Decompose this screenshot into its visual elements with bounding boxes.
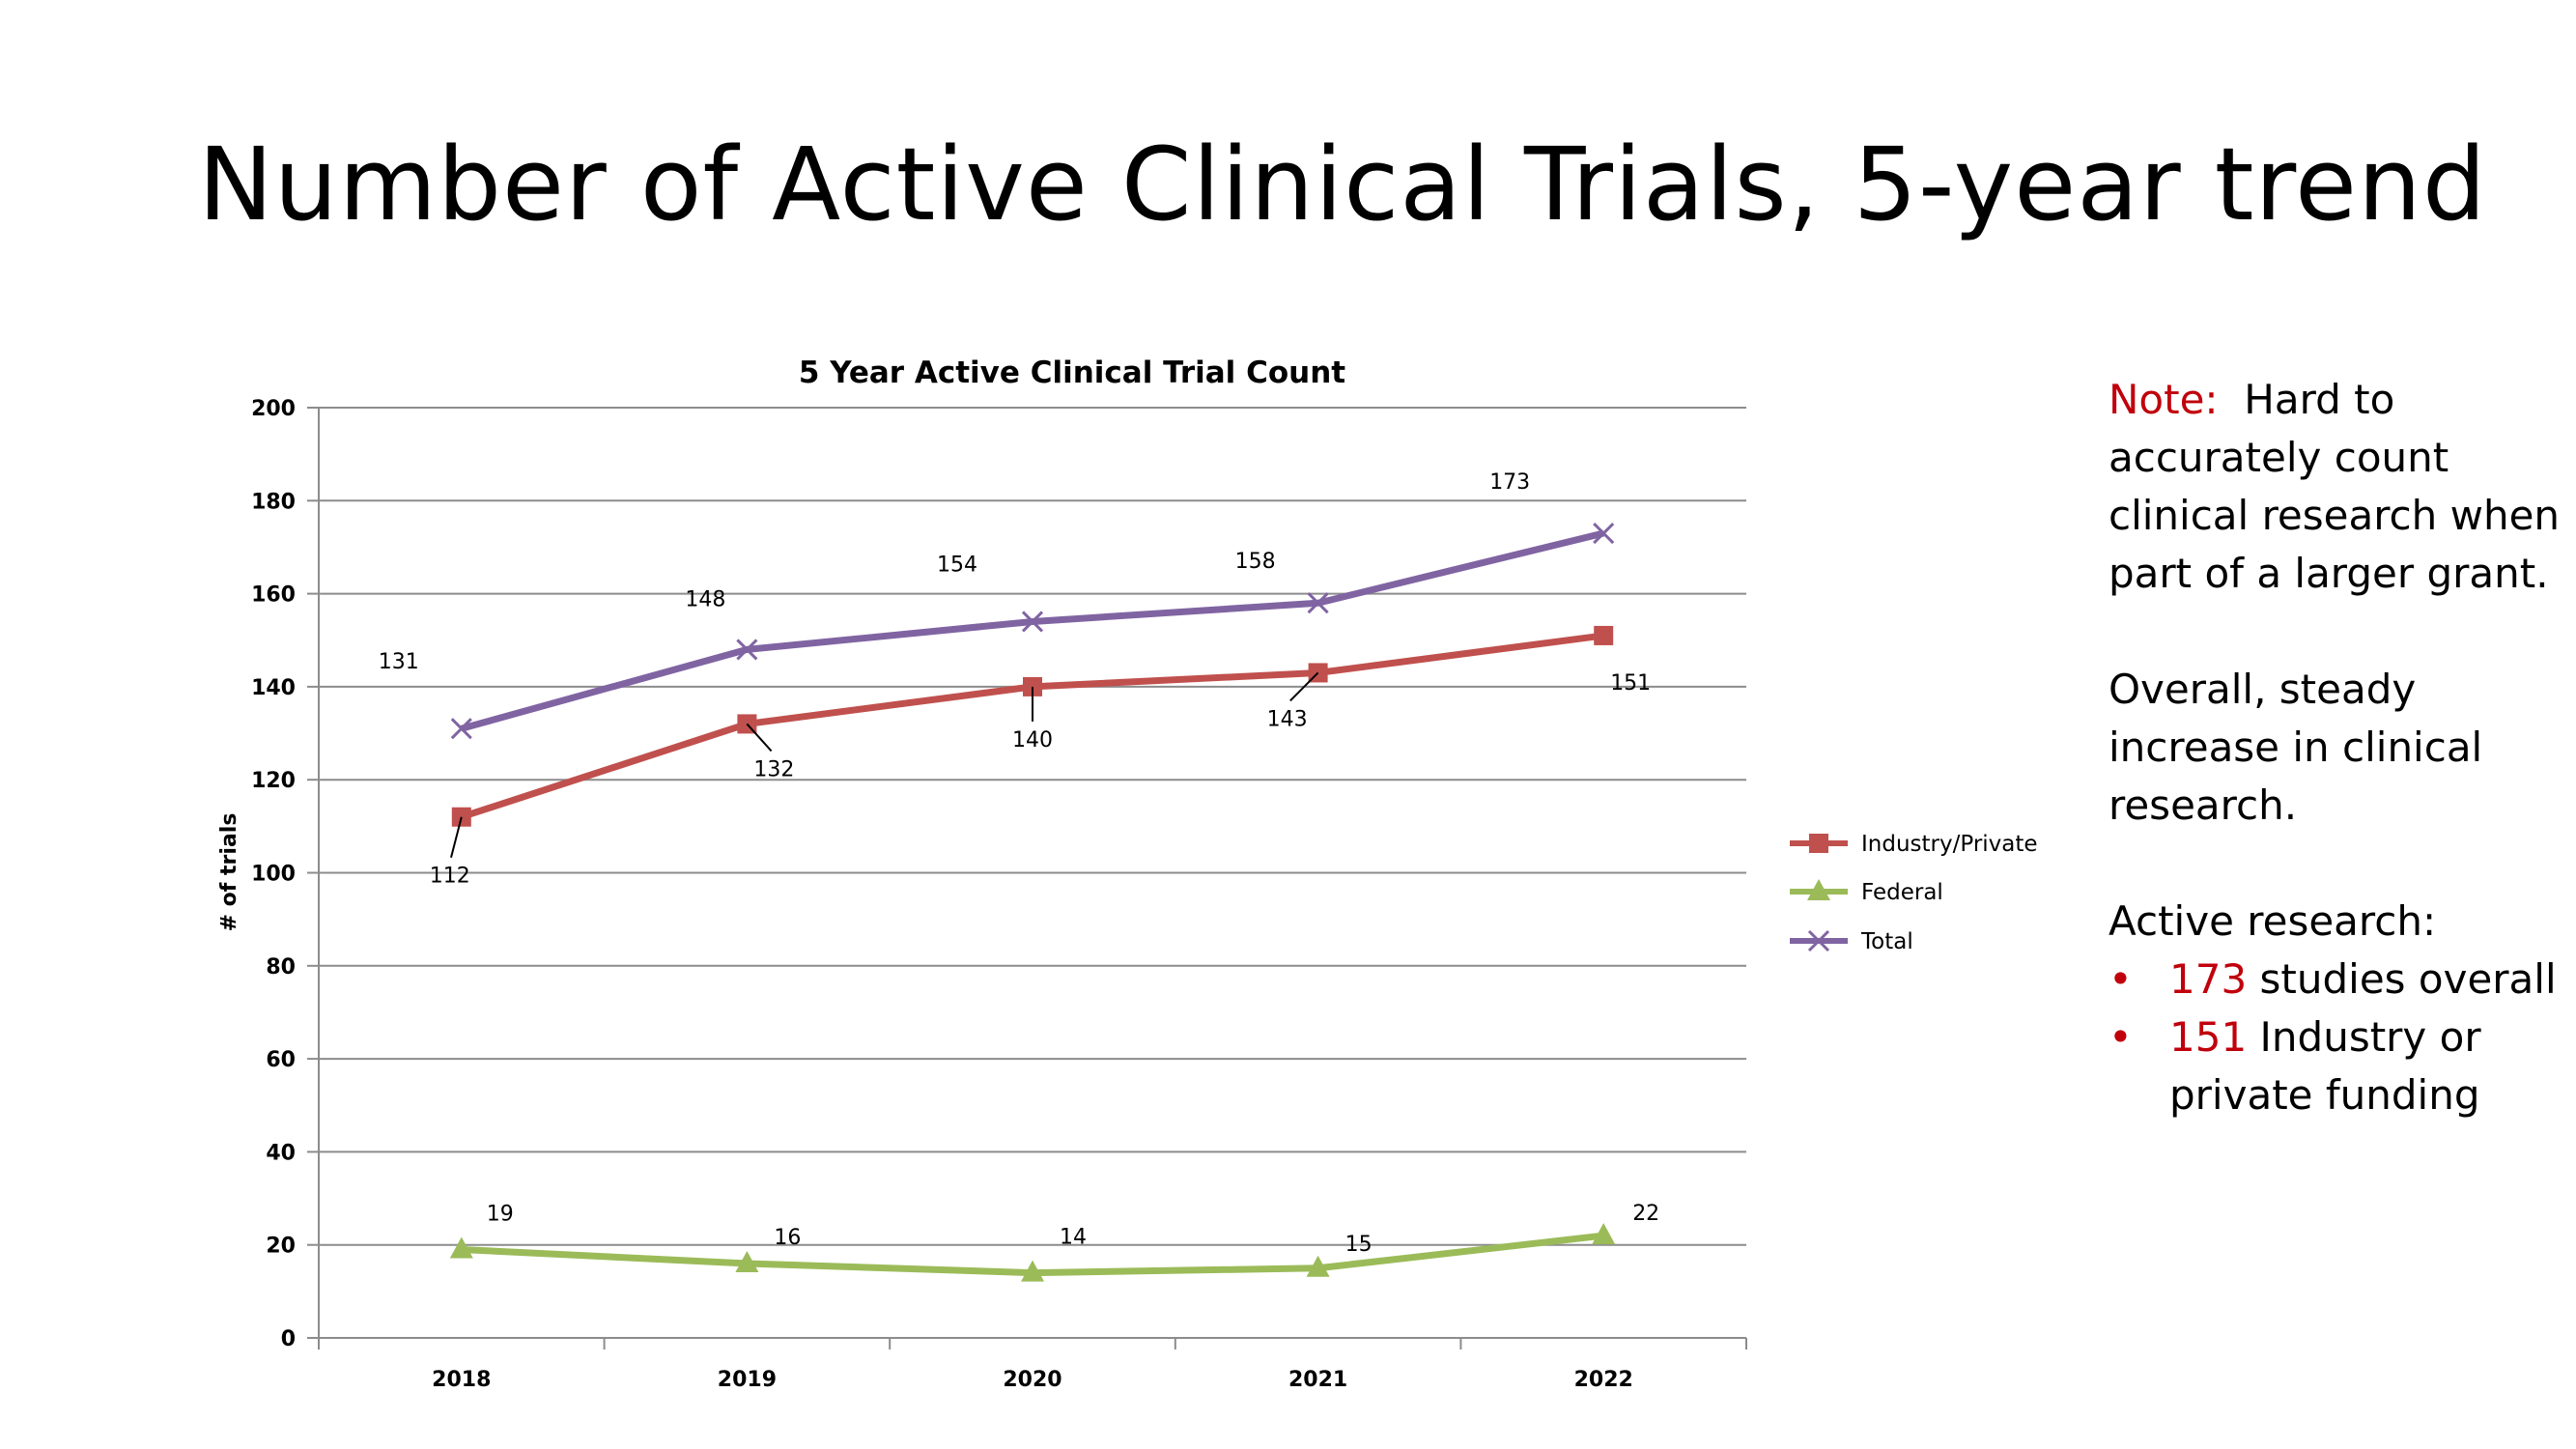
data-point bbox=[1809, 834, 1828, 853]
data-labels: 112 132 140 143 151 19 16 14 15 22 131 148 154 158 173 bbox=[379, 470, 1659, 1257]
y-tick-label: 120 bbox=[251, 769, 296, 793]
y-tick-label: 100 bbox=[251, 863, 296, 887]
data-point bbox=[450, 718, 472, 740]
y-tick-label: 180 bbox=[251, 490, 296, 514]
data-point bbox=[735, 1250, 759, 1272]
list-item: • 151 Industry or private funding bbox=[2109, 1009, 2562, 1124]
legend-item: Industry/Private bbox=[1790, 832, 2038, 857]
data-label: 143 bbox=[1267, 707, 1308, 731]
data-point bbox=[1592, 1223, 1616, 1245]
x-tick-label: 2019 bbox=[718, 1368, 777, 1392]
legend-label: Federal bbox=[1861, 880, 1943, 905]
data-point bbox=[736, 639, 758, 661]
chart-title: 5 Year Active Clinical Trial Count bbox=[799, 355, 1345, 390]
grid-lines bbox=[319, 407, 1746, 1246]
active-research-list: • 173 studies overall • 151 Industry or … bbox=[2109, 951, 2562, 1124]
y-tick-label: 0 bbox=[281, 1327, 296, 1351]
data-label: 22 bbox=[1632, 1202, 1659, 1226]
y-axis-label: # of trials bbox=[217, 813, 241, 932]
data-label: 140 bbox=[1012, 728, 1053, 753]
y-tick-label: 60 bbox=[266, 1048, 296, 1072]
data-point bbox=[1593, 522, 1615, 545]
legend-label: Total bbox=[1860, 929, 1913, 954]
x-tick-label: 2022 bbox=[1574, 1368, 1633, 1392]
y-tick-labels: 0 20 40 60 80 100 120 140 160 180 200 bbox=[251, 397, 296, 1351]
data-point bbox=[1807, 879, 1830, 900]
legend-item: Federal bbox=[1790, 879, 1943, 905]
data-label: 15 bbox=[1345, 1233, 1373, 1257]
y-tick-label: 40 bbox=[266, 1141, 296, 1165]
note-text: Hard to accurately count clinical resear… bbox=[2109, 376, 2561, 597]
data-label: 132 bbox=[753, 757, 794, 781]
y-tick-label: 80 bbox=[266, 955, 296, 980]
data-label: 158 bbox=[1235, 550, 1276, 574]
data-label: 151 bbox=[1610, 671, 1651, 696]
list-item: • 173 studies overall bbox=[2109, 951, 2562, 1009]
x-tick-labels: 2018 2019 2020 2021 2022 bbox=[432, 1368, 1633, 1392]
series-total bbox=[450, 522, 1615, 740]
bullet-text: Industry or private funding bbox=[2169, 1013, 2481, 1119]
data-label: 14 bbox=[1060, 1226, 1087, 1250]
x-tick-label: 2021 bbox=[1288, 1368, 1347, 1392]
data-label: 19 bbox=[487, 1203, 514, 1227]
y-tick-label: 200 bbox=[251, 397, 296, 421]
chart-legend: Industry/Private Federal Total bbox=[1790, 832, 2038, 954]
y-tick-label: 160 bbox=[251, 583, 296, 608]
data-point bbox=[1307, 592, 1329, 614]
note-label: Note: bbox=[2109, 376, 2219, 423]
data-label: 154 bbox=[937, 553, 977, 577]
series-industry-private bbox=[451, 625, 1614, 827]
axes bbox=[307, 407, 1747, 1350]
slide-title: Number of Active Clinical Trials, 5-year… bbox=[198, 126, 2487, 243]
data-label-leader bbox=[1289, 671, 1319, 702]
notes-panel: Note: Hard to accurately count clinical … bbox=[2109, 371, 2562, 1124]
summary-text: Overall, steady increase in clinical res… bbox=[2109, 666, 2483, 829]
y-tick-label: 20 bbox=[266, 1235, 296, 1259]
data-label-leader bbox=[746, 723, 773, 753]
legend-item: Total bbox=[1790, 929, 1913, 954]
data-point bbox=[1021, 611, 1044, 633]
legend-label: Industry/Private bbox=[1861, 832, 2038, 857]
data-point bbox=[1807, 929, 1830, 952]
bullet-glyph: • bbox=[2109, 955, 2133, 1003]
y-tick-label: 140 bbox=[251, 676, 296, 700]
data-label: 173 bbox=[1489, 470, 1530, 495]
bullet-value: 173 bbox=[2169, 955, 2248, 1003]
data-point bbox=[1594, 625, 1614, 645]
x-tick-label: 2018 bbox=[432, 1368, 491, 1392]
series-federal bbox=[449, 1223, 1616, 1282]
bullet-value: 151 bbox=[2169, 1013, 2248, 1061]
data-label: 131 bbox=[379, 650, 419, 674]
bullet-glyph: • bbox=[2109, 1013, 2133, 1061]
series-group bbox=[449, 522, 1616, 1282]
note-paragraph: Note: Hard to accurately count clinical … bbox=[2109, 371, 2562, 603]
x-tick-label: 2020 bbox=[1003, 1368, 1062, 1392]
bullet-text: studies overall bbox=[2259, 955, 2557, 1003]
data-label-leader bbox=[450, 816, 463, 858]
series-line bbox=[460, 632, 1604, 821]
data-label: 112 bbox=[430, 865, 470, 889]
data-label: 148 bbox=[685, 587, 725, 611]
data-point bbox=[449, 1236, 473, 1259]
data-point bbox=[1021, 1260, 1044, 1282]
data-point bbox=[1306, 1255, 1330, 1277]
data-label: 16 bbox=[774, 1226, 801, 1250]
active-heading: Active research: bbox=[2109, 897, 2437, 945]
